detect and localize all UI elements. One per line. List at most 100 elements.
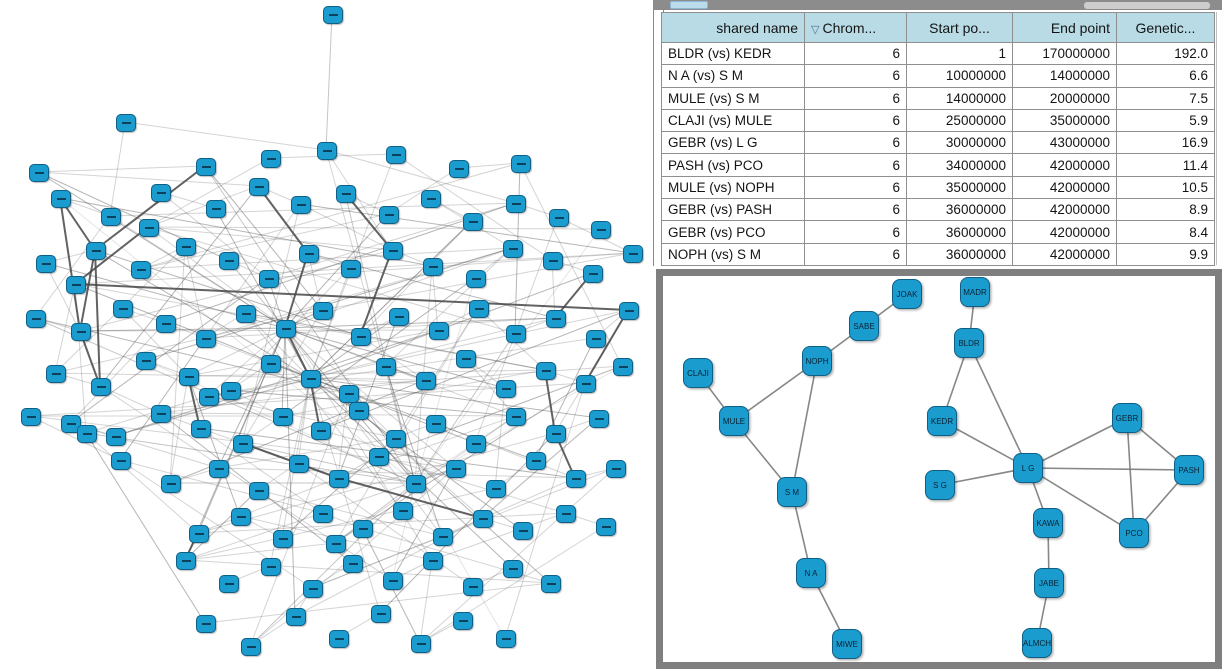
graph-node-joak[interactable]: JOAK bbox=[892, 279, 922, 309]
graph-node[interactable] bbox=[301, 370, 321, 388]
graph-node-kawa[interactable]: KAWA bbox=[1033, 508, 1063, 538]
table-cell[interactable]: 6 bbox=[804, 131, 907, 155]
table-cell[interactable]: 6 bbox=[804, 242, 907, 266]
table-row[interactable]: CLAJI (vs) MULE 6 25000000 35000000 5.9 bbox=[661, 108, 1215, 133]
table-cell[interactable]: 14000000 bbox=[906, 86, 1013, 110]
graph-node-s-g[interactable]: S G bbox=[925, 470, 955, 500]
table-cell[interactable]: 42000000 bbox=[1012, 175, 1117, 200]
column-header-genetic[interactable]: Genetic... bbox=[1116, 12, 1215, 43]
graph-node[interactable] bbox=[466, 270, 486, 288]
graph-node[interactable] bbox=[591, 221, 611, 239]
graph-node[interactable] bbox=[576, 375, 596, 393]
graph-node[interactable] bbox=[196, 158, 216, 176]
table-cell[interactable]: 36000000 bbox=[906, 198, 1013, 222]
graph-node[interactable] bbox=[386, 430, 406, 448]
graph-node[interactable] bbox=[421, 190, 441, 208]
graph-node[interactable] bbox=[131, 261, 151, 279]
table-cell[interactable]: GEBR (vs) PASH bbox=[661, 198, 805, 222]
graph-node[interactable] bbox=[343, 555, 363, 573]
graph-node[interactable] bbox=[513, 522, 533, 540]
table-cell[interactable]: 34000000 bbox=[906, 153, 1013, 177]
graph-node-mule[interactable]: MULE bbox=[719, 406, 749, 436]
graph-node[interactable] bbox=[416, 372, 436, 390]
panel-tab[interactable] bbox=[670, 1, 708, 9]
graph-node[interactable] bbox=[383, 572, 403, 590]
graph-node[interactable] bbox=[206, 200, 226, 218]
graph-node[interactable] bbox=[453, 612, 473, 630]
table-cell[interactable]: 25000000 bbox=[906, 108, 1013, 133]
graph-node[interactable] bbox=[313, 505, 333, 523]
graph-node-s-m[interactable]: S M bbox=[777, 477, 807, 507]
table-row[interactable]: PASH (vs) PCO 6 34000000 42000000 11.4 bbox=[661, 153, 1215, 177]
graph-node[interactable] bbox=[466, 435, 486, 453]
graph-node[interactable] bbox=[106, 428, 126, 446]
graph-node[interactable] bbox=[496, 380, 516, 398]
graph-node[interactable] bbox=[61, 415, 81, 433]
main-network-view[interactable] bbox=[0, 0, 654, 669]
column-header-startpo[interactable]: Start po... bbox=[906, 12, 1013, 43]
graph-node[interactable] bbox=[261, 150, 281, 168]
filtered-network-panel[interactable]: JOAK SABE NOPH CLAJI MULE S M N A MIWE MADR BLDR K… bbox=[656, 269, 1222, 669]
graph-node[interactable] bbox=[506, 325, 526, 343]
graph-node[interactable] bbox=[379, 206, 399, 224]
column-header-sharedname[interactable]: shared name bbox=[661, 12, 805, 43]
graph-node[interactable] bbox=[376, 358, 396, 376]
graph-node[interactable] bbox=[383, 242, 403, 260]
graph-node[interactable] bbox=[619, 302, 639, 320]
table-cell[interactable]: GEBR (vs) PCO bbox=[661, 220, 805, 244]
graph-node[interactable] bbox=[303, 580, 323, 598]
graph-node[interactable] bbox=[393, 502, 413, 520]
graph-node[interactable] bbox=[291, 196, 311, 214]
table-cell[interactable]: 10000000 bbox=[906, 64, 1013, 88]
graph-node[interactable] bbox=[449, 160, 469, 178]
graph-node[interactable] bbox=[286, 608, 306, 626]
graph-node[interactable] bbox=[101, 208, 121, 226]
graph-node[interactable] bbox=[541, 575, 561, 593]
table-cell[interactable]: 42000000 bbox=[1012, 220, 1117, 244]
graph-node-l-g[interactable]: L G bbox=[1013, 453, 1043, 483]
graph-node[interactable] bbox=[596, 518, 616, 536]
table-cell[interactable]: GEBR (vs) L G bbox=[661, 131, 805, 155]
table-cell[interactable]: 6 bbox=[804, 198, 907, 222]
graph-node[interactable] bbox=[91, 378, 111, 396]
table-cell[interactable]: 35000000 bbox=[1012, 108, 1117, 133]
graph-node-n-a[interactable]: N A bbox=[796, 558, 826, 588]
table-cell[interactable]: 42000000 bbox=[1012, 198, 1117, 222]
graph-node[interactable] bbox=[371, 605, 391, 623]
table-cell[interactable]: 36000000 bbox=[906, 242, 1013, 266]
graph-node[interactable] bbox=[136, 352, 156, 370]
graph-node[interactable] bbox=[311, 422, 331, 440]
table-row[interactable]: NOPH (vs) S M 6 36000000 42000000 9.9 bbox=[661, 242, 1215, 266]
graph-node[interactable] bbox=[463, 213, 483, 231]
graph-node[interactable] bbox=[66, 276, 86, 294]
graph-node-claji[interactable]: CLAJI bbox=[683, 358, 713, 388]
graph-node[interactable] bbox=[329, 470, 349, 488]
graph-node[interactable] bbox=[473, 510, 493, 528]
table-cell[interactable]: 5.9 bbox=[1116, 108, 1215, 133]
graph-node-kedr[interactable]: KEDR bbox=[927, 406, 957, 436]
graph-node[interactable] bbox=[199, 388, 219, 406]
table-cell[interactable]: BLDR (vs) KEDR bbox=[661, 41, 805, 66]
table-cell[interactable]: 192.0 bbox=[1116, 41, 1215, 66]
graph-node[interactable] bbox=[503, 560, 523, 578]
graph-node[interactable] bbox=[176, 238, 196, 256]
graph-node[interactable] bbox=[196, 615, 216, 633]
graph-node[interactable] bbox=[606, 460, 626, 478]
table-cell[interactable]: 6 bbox=[804, 86, 907, 110]
table-row[interactable]: GEBR (vs) PASH 6 36000000 42000000 8.9 bbox=[661, 198, 1215, 222]
graph-node[interactable] bbox=[411, 635, 431, 653]
graph-node[interactable] bbox=[511, 155, 531, 173]
graph-node[interactable] bbox=[349, 402, 369, 420]
table-cell[interactable]: 10.5 bbox=[1116, 175, 1215, 200]
graph-node[interactable] bbox=[161, 475, 181, 493]
graph-node[interactable] bbox=[613, 358, 633, 376]
table-cell[interactable]: PASH (vs) PCO bbox=[661, 153, 805, 177]
table-cell[interactable]: MULE (vs) S M bbox=[661, 86, 805, 110]
graph-node[interactable] bbox=[219, 575, 239, 593]
graph-node[interactable] bbox=[486, 480, 506, 498]
graph-node[interactable] bbox=[506, 195, 526, 213]
graph-node[interactable] bbox=[323, 6, 343, 24]
table-cell[interactable]: 6.6 bbox=[1116, 64, 1215, 88]
table-cell[interactable]: 6 bbox=[804, 175, 907, 200]
graph-node[interactable] bbox=[299, 245, 319, 263]
